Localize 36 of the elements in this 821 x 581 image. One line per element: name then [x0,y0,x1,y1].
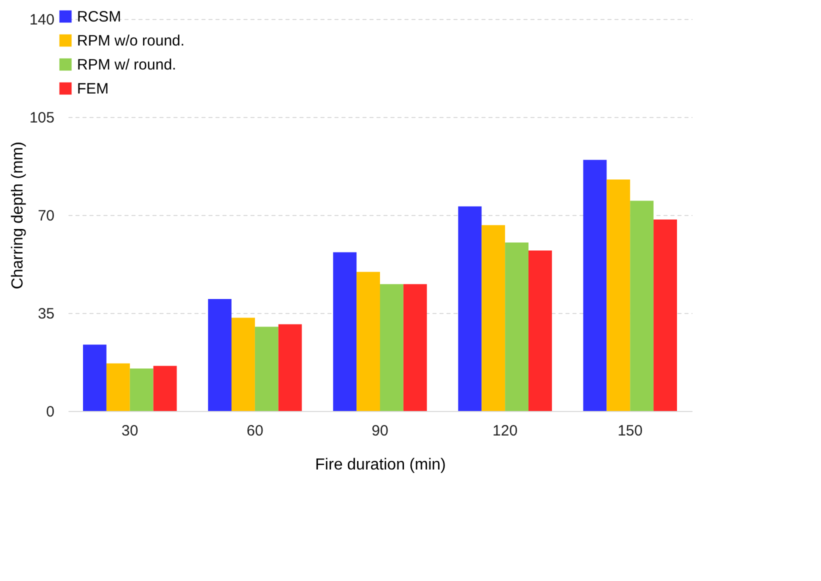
x-tick-label: 90 [372,422,388,440]
legend-label: RCSM [77,8,122,26]
legend-label: RPM w/ round. [77,56,176,74]
bar [254,326,278,411]
legend-label: FEM [77,80,109,98]
bar [583,160,607,411]
bar [356,272,380,411]
y-tick-label: 105 [29,110,54,126]
bar [458,206,482,411]
bar [505,242,528,411]
bar [83,344,106,411]
legend-label: RPM w/o round. [77,32,185,50]
bar [528,250,552,411]
bar [106,363,130,411]
x-tick-label: 30 [122,422,138,440]
x-axis-title: Fire duration (min) [315,456,446,474]
x-tick-label: 60 [246,422,264,440]
y-tick-label: 35 [38,306,54,322]
bar [232,318,255,411]
bar [153,366,177,411]
bar [380,284,404,411]
bar [403,284,427,411]
bar [208,299,232,411]
y-tick-label: 0 [46,404,54,420]
y-tick-label: 70 [38,208,54,224]
bar [606,179,630,411]
x-tick-label: 150 [618,422,643,440]
y-tick-label: 140 [29,12,54,28]
bar [654,219,677,411]
bar [482,225,506,411]
bar [130,368,154,411]
bar [278,324,302,411]
x-tick-label: 120 [492,422,518,440]
bar [333,252,357,411]
bar [630,200,654,411]
y-axis-title: Charring depth (mm) [9,142,26,290]
